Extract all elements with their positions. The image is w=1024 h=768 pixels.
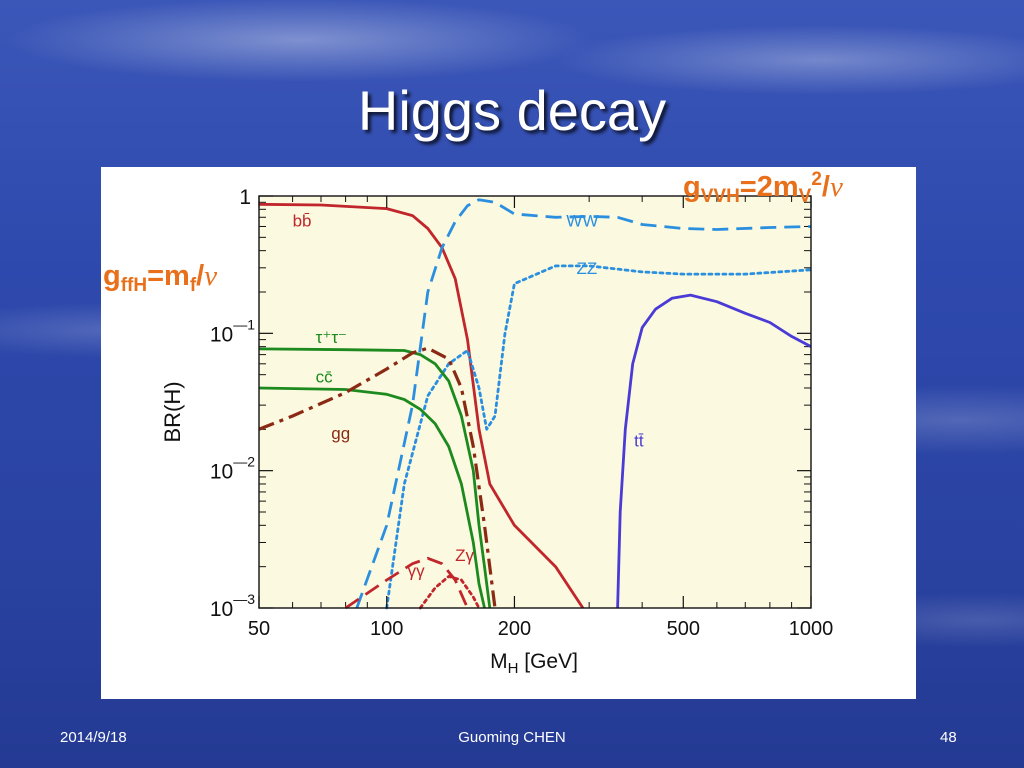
x-tick-label: 50 [248,618,270,640]
footer-date: 2014/9/18 [60,729,127,746]
y-tick-label: 10—2 [210,454,255,484]
curve-cc [258,386,486,609]
higgs-branching-ratio-chart: 50 100 200 500 1000 1 10—1 10—2 10—3 bb̄ WW ZZ τ⁺τ⁻… [103,169,843,677]
curves [258,198,813,610]
curve-label-tt: tt̄ [634,431,644,450]
plot-frame [258,195,812,609]
x-axis-label: MH [GeV] [490,650,578,677]
curve-label-cc: cc̄ [316,367,334,386]
y-axis-label: BR(H) [160,381,185,442]
y-tick-label: 10—3 [210,591,255,621]
curve-label-gg: gg [331,424,350,443]
footer-author: Guoming CHEN [458,729,566,746]
figure-panel: 50 100 200 500 1000 1 10—1 10—2 10—3 bb̄ WW ZZ τ⁺τ⁻… [101,167,916,699]
curve-label-gammagamma: γγ [408,561,426,580]
curve-tautau [258,347,492,609]
curve-ZZ [385,264,813,610]
x-tick-label: 200 [498,618,531,640]
slide-title: Higgs decay [357,79,667,142]
plot-area [259,196,811,608]
curve-labels: bb̄ WW ZZ τ⁺τ⁻ cc̄ gg γγ Zγ tt̄ [293,211,644,580]
y-tick-label: 10—1 [210,316,255,346]
y-tick-label: 1 [239,186,251,209]
minor-ticks [259,196,811,608]
curve-gg [258,346,497,609]
fermion-coupling-annotation: gffH=mf/v [103,260,217,296]
x-tick-label: 1000 [789,618,834,640]
vector-coupling-annotation: gVVH=2mV2/v [683,169,843,207]
curve-label-tautau: τ⁺τ⁻ [316,328,347,347]
curve-label-WW: WW [566,211,598,230]
curve-label-Zgamma: Zγ [455,546,474,565]
curve-gammagamma [344,556,469,610]
curve-bb [258,202,585,609]
curve-WW [355,198,812,609]
footer-page-number: 48 [940,729,957,746]
ticks: 50 100 200 500 1000 1 10—1 10—2 10—3 [210,186,833,640]
x-tick-label: 100 [370,618,403,640]
x-tick-label: 500 [667,618,700,640]
curve-tt [616,293,812,609]
curve-Zgamma [418,575,481,610]
curve-label-bb: bb̄ [293,211,312,230]
curve-label-ZZ: ZZ [576,259,597,278]
